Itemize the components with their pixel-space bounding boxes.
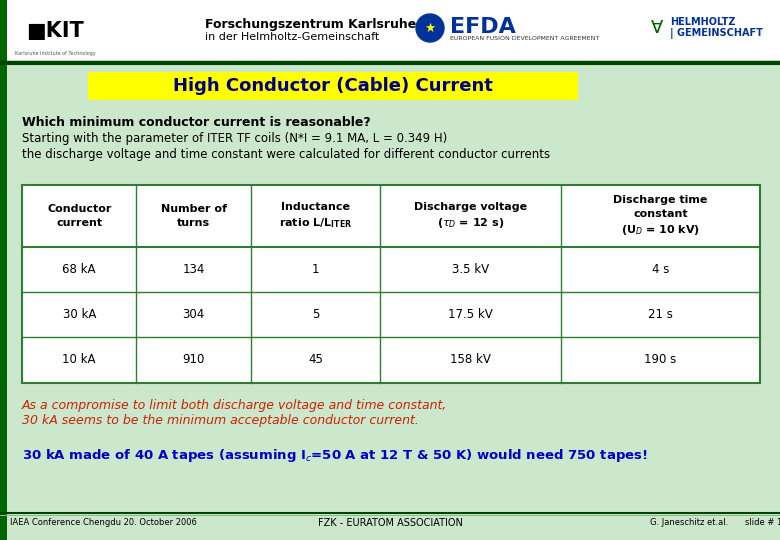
Text: 45: 45 xyxy=(308,353,323,366)
Text: EUROPEAN FUSION DEVELOPMENT AGREEMENT: EUROPEAN FUSION DEVELOPMENT AGREEMENT xyxy=(450,36,599,41)
Text: 21 s: 21 s xyxy=(648,308,673,321)
Text: 3.5 kV: 3.5 kV xyxy=(452,263,489,276)
Text: 17.5 kV: 17.5 kV xyxy=(448,308,493,321)
Text: Discharge time
constant
(U$_{D}$ = 10 kV): Discharge time constant (U$_{D}$ = 10 kV… xyxy=(613,195,707,237)
Text: FZK - EURATOM ASSOCIATION: FZK - EURATOM ASSOCIATION xyxy=(317,518,463,528)
Text: 30 kA: 30 kA xyxy=(62,308,96,321)
Text: IAEA Conference Chengdu 20. October 2006: IAEA Conference Chengdu 20. October 2006 xyxy=(10,518,197,527)
Text: the discharge voltage and time constant were calculated for different conductor : the discharge voltage and time constant … xyxy=(22,148,550,161)
Text: High Conductor (Cable) Current: High Conductor (Cable) Current xyxy=(173,77,493,95)
Bar xyxy=(0,0,7,540)
Text: Number of
turns: Number of turns xyxy=(161,205,226,227)
Text: 134: 134 xyxy=(183,263,205,276)
Bar xyxy=(0,0,780,62)
Text: in der Helmholtz-Gemeinschaft: in der Helmholtz-Gemeinschaft xyxy=(205,32,379,42)
Text: EFDA: EFDA xyxy=(450,17,516,37)
Bar xyxy=(88,72,578,100)
Text: 158 kV: 158 kV xyxy=(450,353,491,366)
Text: G. Janeschitz et.al.: G. Janeschitz et.al. xyxy=(650,518,729,527)
Text: ■KIT: ■KIT xyxy=(26,21,84,41)
Text: Discharge voltage
($\tau_{D}$ = 12 s): Discharge voltage ($\tau_{D}$ = 12 s) xyxy=(413,202,527,230)
Text: Conductor
current: Conductor current xyxy=(47,205,112,227)
Text: Inductance
ratio L/L$_{\mathregular{ITER}}$: Inductance ratio L/L$_{\mathregular{ITER… xyxy=(278,202,352,230)
Text: 68 kA: 68 kA xyxy=(62,263,96,276)
Text: 30 kA seems to be the minimum acceptable conductor current.: 30 kA seems to be the minimum acceptable… xyxy=(22,414,419,427)
Text: Which minimum conductor current is reasonable?: Which minimum conductor current is reaso… xyxy=(22,116,370,129)
Text: 304: 304 xyxy=(183,308,204,321)
Text: ★: ★ xyxy=(424,22,435,35)
Text: 910: 910 xyxy=(183,353,205,366)
Circle shape xyxy=(416,14,444,42)
Text: 10 kA: 10 kA xyxy=(62,353,96,366)
Text: 5: 5 xyxy=(312,308,319,321)
Text: 4 s: 4 s xyxy=(651,263,669,276)
Text: slide # 13: slide # 13 xyxy=(745,518,780,527)
Bar xyxy=(22,185,760,383)
Text: | GEMEINSCHAFT: | GEMEINSCHAFT xyxy=(670,28,763,39)
Text: As a compromise to limit both discharge voltage and time constant,: As a compromise to limit both discharge … xyxy=(22,399,448,412)
Text: Forschungszentrum Karlsruhe: Forschungszentrum Karlsruhe xyxy=(205,18,417,31)
Text: 190 s: 190 s xyxy=(644,353,676,366)
Text: Ɐ: Ɐ xyxy=(651,19,663,37)
Text: HELMHOLTZ: HELMHOLTZ xyxy=(670,17,736,27)
Text: Starting with the parameter of ITER TF coils (N*I = 9.1 MA, L = 0.349 H): Starting with the parameter of ITER TF c… xyxy=(22,132,447,145)
Text: 1: 1 xyxy=(311,263,319,276)
Text: Karlsruhe Institute of Technology: Karlsruhe Institute of Technology xyxy=(15,51,95,56)
Text: 30 kA made of 40 A tapes (assuming I$_c$=50 A at 12 T & 50 K) would need 750 tap: 30 kA made of 40 A tapes (assuming I$_c$… xyxy=(22,447,647,464)
